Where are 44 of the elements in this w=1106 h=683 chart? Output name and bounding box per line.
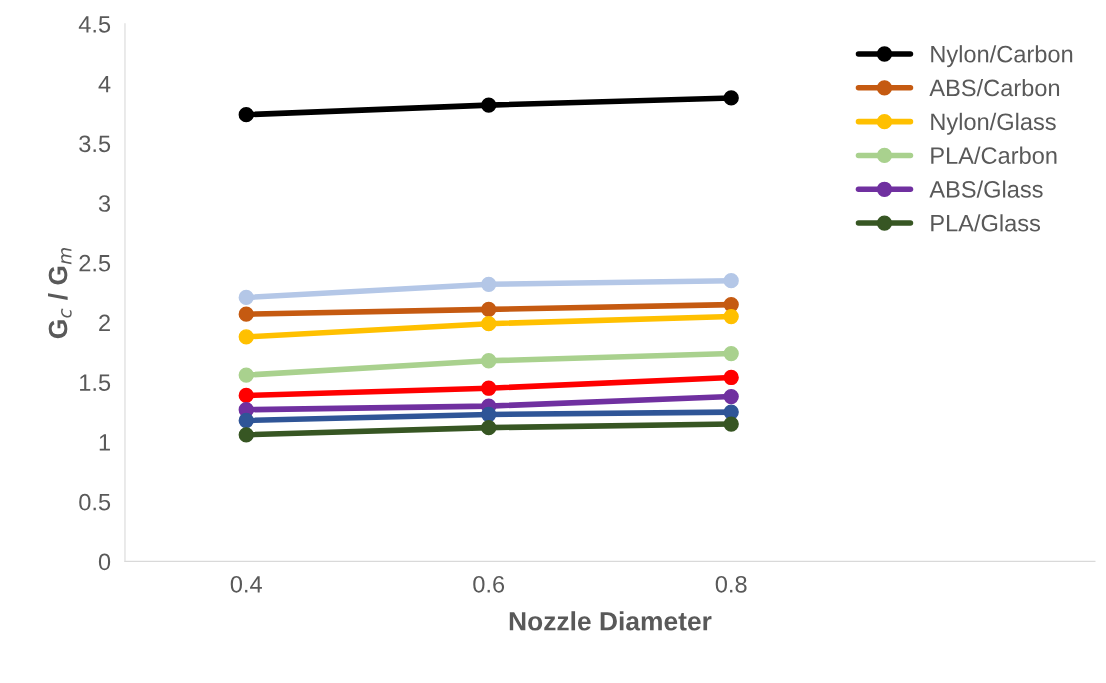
point	[723, 90, 739, 106]
point	[723, 388, 739, 405]
y-tick-label: 1.5	[80, 374, 111, 392]
legend-label: ABS/Carbon	[929, 78, 1060, 97]
point	[238, 412, 254, 429]
point	[481, 276, 497, 292]
point	[723, 369, 739, 386]
y-tick-label: 3.5	[79, 135, 111, 153]
y-tick-label: 3	[98, 195, 111, 212]
y-axis-title: G$_{c}$ / G$_{m}$	[47, 248, 72, 339]
y-tick-label: 0.5	[79, 493, 111, 511]
y-tick-label: 2.5	[79, 254, 111, 272]
point	[238, 387, 254, 404]
point	[481, 406, 497, 423]
point	[238, 367, 254, 383]
x-tick-label: 0.6	[473, 575, 505, 593]
y-tick-label: 2	[99, 314, 110, 332]
x-tick-label: 0.4	[230, 575, 262, 593]
point	[238, 306, 254, 322]
point	[481, 316, 497, 332]
x-axis-title: Nozzle Diameter	[509, 611, 712, 631]
point	[238, 329, 254, 345]
legend-label: Nylon/Glass	[931, 112, 1056, 135]
point	[481, 420, 497, 436]
x-tick-label: 0.8	[715, 575, 747, 593]
y-tick-label: 4	[98, 75, 111, 93]
legend-label: Nylon/Carbon	[931, 45, 1073, 68]
point	[481, 97, 497, 113]
point	[481, 301, 497, 318]
point	[238, 107, 254, 123]
y-tick-label: 4.5	[78, 16, 111, 33]
point	[481, 353, 497, 369]
legend-label: ABS/Glass	[929, 180, 1043, 198]
legend-label: PLA/Carbon	[931, 146, 1057, 164]
point	[238, 289, 254, 306]
point	[723, 308, 739, 325]
point	[481, 380, 497, 396]
point	[238, 427, 254, 443]
y-tick-label: 0	[98, 553, 111, 571]
y-tick-label: 1	[99, 434, 110, 451]
legend-label: PLA/Glass	[931, 214, 1041, 232]
point	[723, 416, 739, 432]
point	[723, 273, 739, 289]
point	[723, 345, 739, 362]
